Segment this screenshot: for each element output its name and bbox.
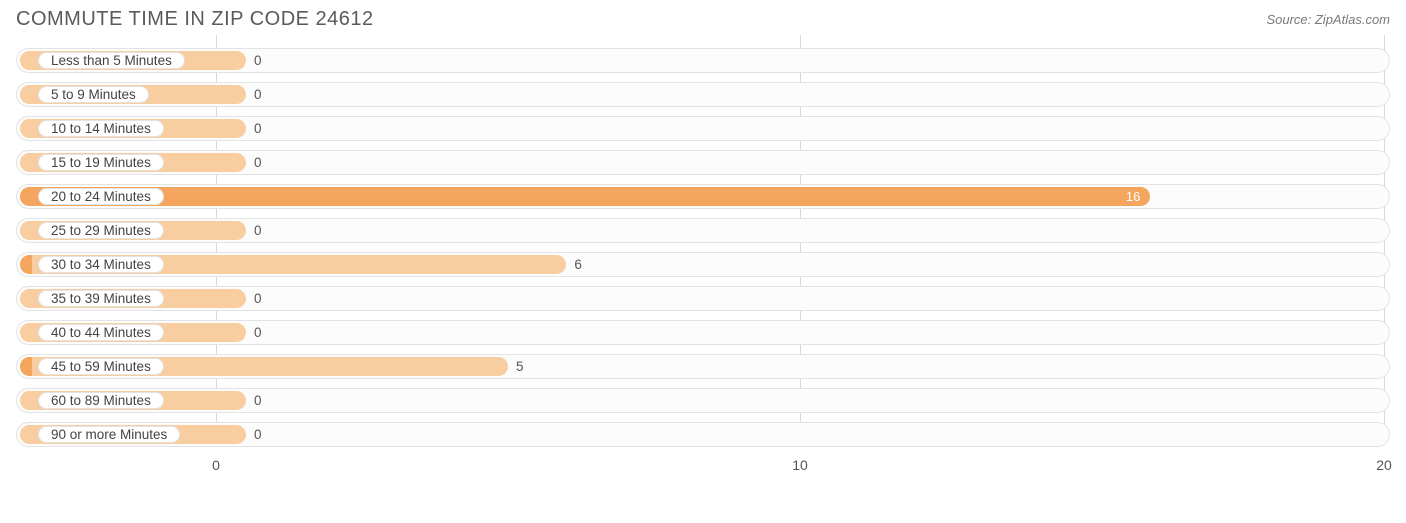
bar-row: Less than 5 Minutes 0 (16, 45, 1390, 76)
x-axis-tick-label: 20 (1376, 457, 1392, 473)
bar-row: 15 to 19 Minutes 0 (16, 147, 1390, 178)
bar-row: 40 to 44 Minutes 0 (16, 317, 1390, 348)
bar-row: 35 to 39 Minutes 0 (16, 283, 1390, 314)
bar-value-label: 0 (246, 147, 262, 178)
category-label: 10 to 14 Minutes (38, 120, 164, 137)
bar-cap (20, 187, 32, 206)
chart-header: COMMUTE TIME IN ZIP CODE 24612 Source: Z… (0, 0, 1406, 35)
bar-value-label: 6 (566, 249, 582, 280)
chart-title: COMMUTE TIME IN ZIP CODE 24612 (16, 8, 374, 31)
bar-row: 30 to 34 Minutes 6 (16, 249, 1390, 280)
bar-value-label: 0 (246, 113, 262, 144)
category-label: Less than 5 Minutes (38, 52, 185, 69)
bar-fill: 16 (20, 187, 1150, 206)
bar-cap (20, 85, 32, 104)
bar-cap (20, 289, 32, 308)
category-label: 45 to 59 Minutes (38, 358, 164, 375)
category-label: 5 to 9 Minutes (38, 86, 149, 103)
category-label: 15 to 19 Minutes (38, 154, 164, 171)
bar-value-label: 0 (246, 419, 262, 450)
bar-row: 45 to 59 Minutes 5 (16, 351, 1390, 382)
bar-value-label: 0 (246, 215, 262, 246)
bar-row: 25 to 29 Minutes 0 (16, 215, 1390, 246)
bar-value-label: 5 (508, 351, 524, 382)
bar-cap (20, 119, 32, 138)
bar-value-label: 0 (246, 385, 262, 416)
x-axis: 0 10 20 (16, 453, 1390, 479)
bar-cap (20, 391, 32, 410)
category-label: 25 to 29 Minutes (38, 222, 164, 239)
bar-row: 5 to 9 Minutes 0 (16, 79, 1390, 110)
bar-value-label: 0 (246, 283, 262, 314)
category-label: 30 to 34 Minutes (38, 256, 164, 273)
bar-value-label: 0 (246, 79, 262, 110)
bar-cap (20, 425, 32, 444)
bar-cap (20, 221, 32, 240)
category-label: 90 or more Minutes (38, 426, 180, 443)
bar-row: 10 to 14 Minutes 0 (16, 113, 1390, 144)
x-axis-tick-label: 0 (212, 457, 220, 473)
category-label: 35 to 39 Minutes (38, 290, 164, 307)
bar-rows: Less than 5 Minutes05 to 9 Minutes010 to… (16, 45, 1390, 450)
bar-cap (20, 153, 32, 172)
bar-cap (20, 323, 32, 342)
chart-area: Less than 5 Minutes05 to 9 Minutes010 to… (0, 35, 1406, 479)
bar-value-label: 0 (246, 45, 262, 76)
bar-cap (20, 51, 32, 70)
bar-row: 1620 to 24 Minutes (16, 181, 1390, 212)
bar-row: 90 or more Minutes 0 (16, 419, 1390, 450)
bar-cap (20, 357, 32, 376)
bar-cap (20, 255, 32, 274)
category-label: 40 to 44 Minutes (38, 324, 164, 341)
x-axis-tick-label: 10 (792, 457, 808, 473)
bar-value-label: 0 (246, 317, 262, 348)
bar-row: 60 to 89 Minutes 0 (16, 385, 1390, 416)
category-label: 60 to 89 Minutes (38, 392, 164, 409)
chart-source: Source: ZipAtlas.com (1266, 12, 1390, 27)
category-label: 20 to 24 Minutes (38, 188, 164, 205)
